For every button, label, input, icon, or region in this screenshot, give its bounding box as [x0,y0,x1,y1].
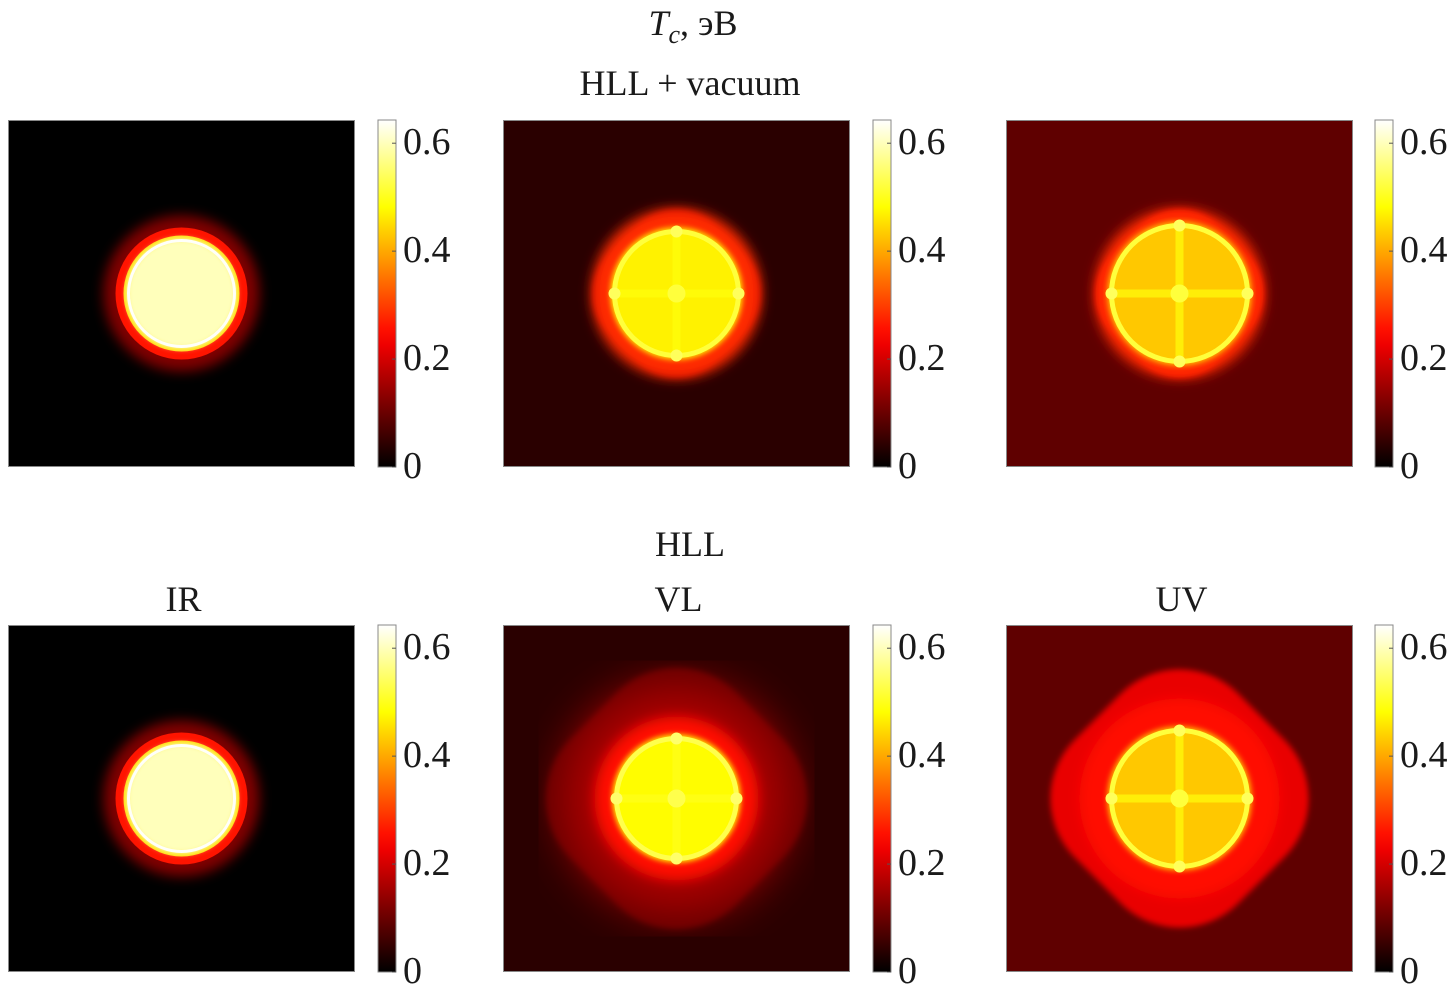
panel-label: VL [654,579,703,619]
panel-label: IR [165,579,202,619]
colorbar [1374,119,1394,468]
colorbar-tick-label: 0.6 [403,121,451,164]
colorbar-tick-label: 0 [898,445,917,487]
colorbar-tick-label: 0.4 [1400,229,1448,272]
colorbar-tick-label: 0 [898,950,917,992]
hot-core [126,238,237,349]
core-node [1173,724,1186,737]
colorbar-tick-label: 0.6 [403,626,451,669]
colorbar [872,119,892,468]
colorbar-tick-label: 0.2 [403,842,451,885]
panel-frame [8,625,355,972]
panel-frame [8,120,355,467]
core-node [1105,792,1118,805]
core-node [610,792,623,805]
core-node [1241,287,1254,300]
colorbar [872,624,892,973]
title-subscript: c [668,20,681,50]
colorbar-tick-label: 0.4 [403,734,451,777]
colorbar-tick-label: 0.6 [898,121,946,164]
core-ring [127,744,236,853]
colorbar-tick-label: 0.4 [403,229,451,272]
colorbar-tick-label: 0.2 [898,842,946,885]
colorbar-tick-label: 0.6 [898,626,946,669]
colorbar-tick-label: 0 [403,445,422,487]
heatmap-panel [1006,120,1353,467]
colorbar-tick-label: 0.4 [1400,734,1448,777]
colorbar-tick-label: 0.2 [1400,337,1448,380]
core-center-dot [1170,284,1189,303]
core-node [1241,792,1254,805]
core-node [1105,287,1118,300]
heatmap-panel [1006,625,1353,972]
core-node [670,225,683,238]
colorbar-tick-label: 0 [1400,950,1419,992]
panel-frame [503,120,850,467]
colorbar-tick-label: 0.6 [1400,626,1448,669]
title-unit: , эВ [680,3,738,43]
core-node [670,732,683,745]
core-center-dot [667,789,686,808]
panel-frame [1006,625,1353,972]
core-node [608,287,621,300]
core-node [670,852,683,865]
heatmap-panel [503,120,850,467]
colorbar-tick-label: 0.2 [403,337,451,380]
core-node [1173,860,1186,873]
core-node [732,287,745,300]
colorbar-tick-label: 0.4 [898,229,946,272]
colorbar-tick-label: 0.6 [1400,121,1448,164]
core-node [1173,219,1186,232]
colorbar-tick-label: 0 [1400,445,1419,487]
heatmap-panel [503,625,850,972]
title-symbol: T [648,3,669,43]
colorbar-tick-label: 0.4 [898,734,946,777]
colorbar-tick-label: 0 [403,950,422,992]
panel-label: UV [1155,579,1208,619]
core-center-dot [667,284,686,303]
figure-title: Tc, эВ [648,2,737,50]
heatmap-panel [8,120,355,467]
panel-frame [1006,120,1353,467]
hot-core [126,743,237,854]
group-title: HLL + vacuum [579,63,801,103]
colorbar-tick-label: 0.2 [898,337,946,380]
core-ring [127,239,236,348]
group-title: HLL [655,524,725,564]
core-node [730,792,743,805]
colorbar [377,119,397,468]
core-node [1173,355,1186,368]
colorbar-tick-label: 0.2 [1400,842,1448,885]
core-node [670,349,683,362]
colorbar [1374,624,1394,973]
core-center-dot [1170,789,1189,808]
heatmap-panel [8,625,355,972]
panel-frame [503,625,850,972]
colorbar [377,624,397,973]
